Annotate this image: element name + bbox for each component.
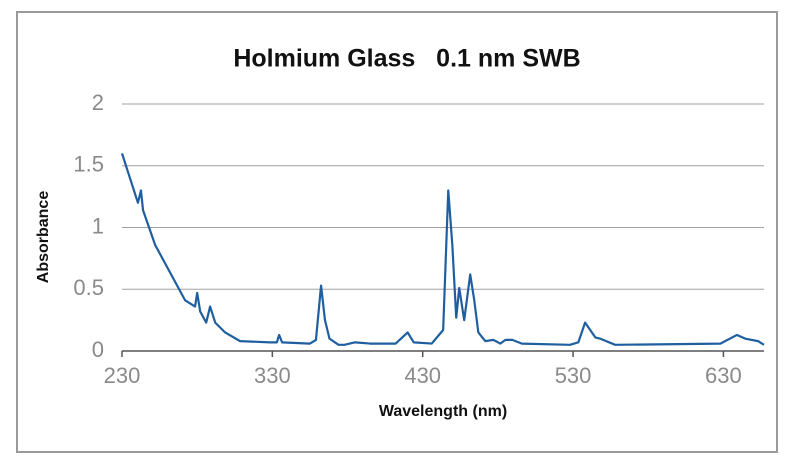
x-axis-label: Wavelength (nm) [379,403,507,420]
x-tick-label: 330 [254,363,291,388]
y-tick-label: 0.5 [73,275,104,300]
y-tick-label: 1.5 [73,152,104,177]
y-axis-label: Absorbance [35,191,52,284]
data-line [120,153,765,346]
x-tick-label: 630 [705,363,742,388]
chart-title: Holmium Glass 0.1 nm SWB [233,45,580,73]
x-tick-label: 230 [104,363,141,388]
x-tick-label: 430 [404,363,441,388]
y-tick-label: 2 [92,90,104,115]
x-tick-label: 530 [555,363,592,388]
chart-frame [16,11,778,453]
y-tick-label: 1 [92,213,104,238]
y-tick-label: 0 [92,337,104,362]
